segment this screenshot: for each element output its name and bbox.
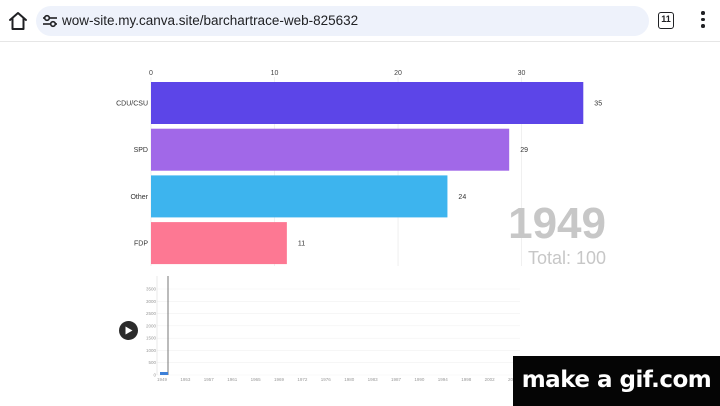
bar [151, 128, 510, 171]
value-label: 24 [458, 194, 466, 201]
timeline-x-tick: 1972 [297, 377, 308, 382]
play-button[interactable] [119, 321, 138, 340]
timeline-x-axis: 1949 1953 1957 1961 1965 1969 1972 1976 1980 1983… [157, 377, 519, 382]
x-tick-label: 20 [394, 70, 402, 77]
timeline-x-tick: 1990 [414, 377, 425, 382]
x-tick-label: 0 [149, 70, 153, 77]
timeline-y-tick: 2000 [146, 323, 157, 328]
tab-switcher-button[interactable]: 11 [658, 12, 674, 29]
timeline-grid [157, 288, 520, 376]
timeline-x-tick: 1957 [204, 377, 215, 382]
timeline-x-tick: 1969 [274, 377, 285, 382]
timeline-y-tick: 1500 [146, 336, 157, 341]
makeagif-watermark: make a gif.com [513, 356, 720, 406]
bar [151, 175, 448, 218]
timeline-y-tick: 3500 [146, 287, 157, 292]
timeline-x-tick: 2002 [485, 377, 496, 382]
x-tick-label: 10 [271, 70, 279, 77]
timeline-x-tick: 1953 [180, 377, 191, 382]
value-label: 11 [298, 241, 305, 248]
category-label: Other [130, 194, 148, 201]
value-label: 29 [520, 147, 528, 154]
category-label: CDU/CSU [116, 101, 148, 108]
timeline-y-tick: 1000 [146, 348, 157, 353]
timeline-x-tick: 1980 [344, 377, 355, 382]
category-label: FDP [134, 241, 148, 248]
site-settings-icon[interactable] [42, 14, 58, 28]
year-label: 1949 [508, 199, 606, 248]
more-menu-icon[interactable] [699, 11, 707, 31]
category-label: SPD [134, 147, 148, 154]
timeline-x-tick: 1994 [438, 377, 449, 382]
timeline-y-tick: 500 [148, 360, 156, 365]
address-bar[interactable]: wow-site.my.canva.site/barchartrace-web-… [36, 6, 649, 36]
timeline-y-tick: 0 [153, 373, 156, 378]
timeline-x-tick: 1961 [227, 377, 238, 382]
timeline-x-tick: 1965 [251, 377, 262, 382]
timeline-x-tick: 1976 [321, 377, 332, 382]
bar [151, 222, 287, 265]
timeline-x-tick: 1983 [368, 377, 379, 382]
timeline-x-tick: 1949 [157, 377, 168, 382]
bars: CDU/CSU 35 SPD 29 Other 24 FDP 11 [116, 82, 602, 265]
timeline-x-tick: 1987 [391, 377, 402, 382]
x-axis: 0 10 20 30 [149, 70, 525, 77]
total-label: Total: 100 [528, 248, 606, 268]
bar [151, 82, 584, 124]
play-icon [125, 326, 133, 335]
timeline-y-axis: 3500 3000 2500 2000 1500 1000 500 0 [146, 287, 157, 378]
value-label: 35 [594, 101, 602, 108]
home-icon[interactable] [6, 9, 30, 33]
timeline-chart[interactable]: 3500 3000 2500 2000 1500 1000 500 0 1949 1953 195… [0, 270, 720, 406]
timeline-x-tick: 1998 [461, 377, 472, 382]
timeline-y-tick: 2500 [146, 311, 157, 316]
timeline-progress [160, 372, 168, 375]
timeline-y-tick: 3000 [146, 299, 157, 304]
browser-toolbar: wow-site.my.canva.site/barchartrace-web-… [0, 0, 720, 42]
url-text[interactable]: wow-site.my.canva.site/barchartrace-web-… [62, 13, 359, 28]
x-tick-label: 30 [518, 70, 526, 77]
